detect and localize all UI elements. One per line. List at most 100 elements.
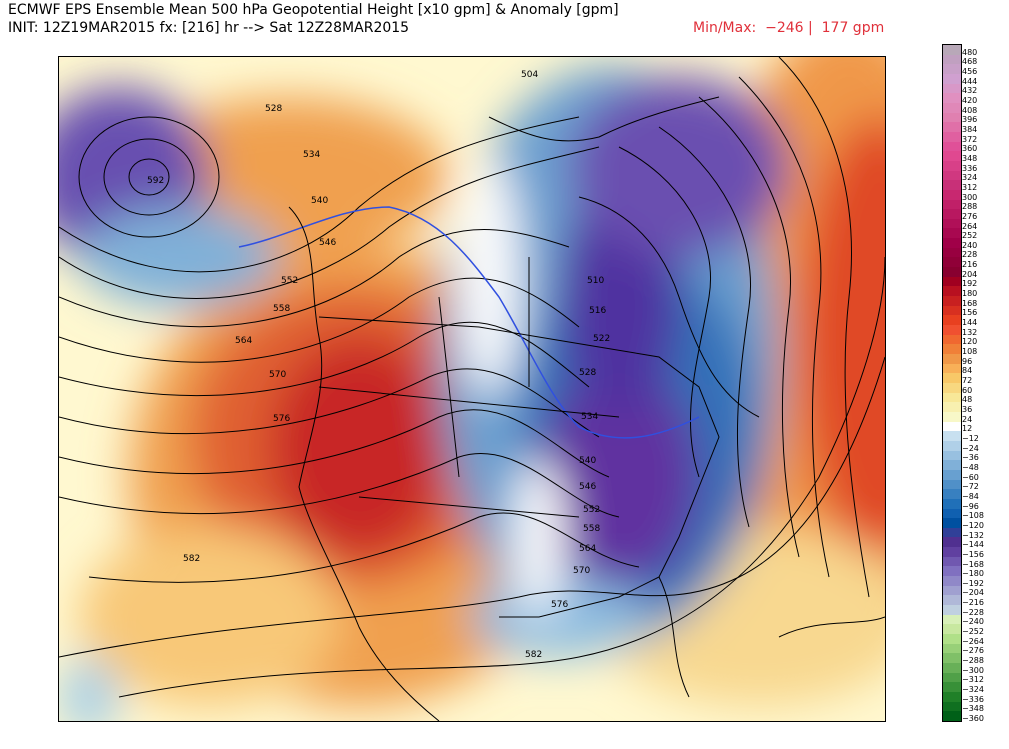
colorbar-tick-label: 144 [962,318,978,328]
contour-label: 540 [579,456,596,466]
contour-label: 564 [579,544,596,554]
colorbar-tick-label: −144 [962,540,984,550]
colorbar-tick-label: 348 [962,153,978,163]
colorbar-tick-label: −24 [962,443,979,453]
colorbar-swatch [943,672,961,683]
colorbar-swatch [943,691,961,702]
contour-label: 528 [265,104,282,114]
colorbar-swatch [943,595,961,606]
colorbar-swatch [943,469,961,480]
colorbar-tick-label: 288 [962,202,978,212]
colorbar-tick-label: 444 [962,76,978,86]
contour-label: 576 [551,600,568,610]
contour-label: 546 [319,238,336,248]
contour-label: 540 [311,196,328,206]
colorbar-tick-label: −36 [962,453,979,463]
colorbar-swatch [943,325,961,335]
colorbar-swatch [943,122,961,132]
reference-contour [238,206,700,439]
anomaly-map: 504 510 516 522 528 534 540 546 552 558 … [58,56,886,722]
colorbar-swatch [943,286,961,297]
colorbar-swatch [943,634,961,644]
colorbar-swatch [943,547,961,557]
colorbar-tick-label: 180 [962,289,978,299]
colorbar-tick-label: 480 [962,47,978,57]
colorbar-tick-label: 240 [962,240,978,250]
colorbar-swatch [943,315,961,326]
colorbar-tick-label: −228 [962,607,984,617]
colorbar-tick-label: −252 [962,627,984,637]
colorbar-swatch [943,112,961,123]
colorbar-swatch [943,431,961,441]
colorbar-swatch [943,209,961,219]
contour-label: 552 [281,276,298,286]
colorbar-swatch [943,498,961,509]
colorbar-tick-label: −204 [962,588,984,598]
colorbar-tick-label: 36 [962,405,973,414]
colorbar-swatch [943,354,961,364]
colorbar-swatch [943,527,961,538]
contour-label: 564 [235,336,252,346]
colorbar-tick-label: 264 [962,221,978,231]
colorbar-tick-label: 336 [962,163,978,173]
contour-label: 534 [303,150,320,160]
colorbar-tick-label: 396 [962,115,978,125]
colorbar-swatch [943,45,961,55]
colorbar-swatch [943,440,961,451]
contour-label: 522 [593,334,610,344]
colorbar-swatch [943,460,961,470]
colorbar-swatch [943,653,961,663]
contour-label: 576 [273,414,290,424]
colorbar-swatch [943,711,961,721]
colorbar-swatch [943,267,961,277]
colorbar-tick-label: 276 [962,211,978,221]
map-canvas: 504 510 516 522 528 534 540 546 552 558 … [59,57,885,721]
colorbar-swatch [943,73,961,84]
colorbar-swatch [943,556,961,567]
colorbar-swatch [943,643,961,654]
colorbar-swatch [943,363,961,374]
colorbar-swatch [943,199,961,210]
colorbar-tick-label: −264 [962,636,984,646]
colorbar-tick-label: 324 [962,173,978,183]
colorbar-swatch [943,334,961,345]
colorbar-tick-label: 84 [962,366,973,376]
colorbar-swatch [943,682,961,692]
colorbar-swatch [943,141,961,152]
colorbar-swatch [943,392,961,403]
contour-label: 504 [521,70,538,80]
colorbar-tick-label: 372 [962,134,978,144]
colorbar-tick-label: 468 [962,57,978,67]
colorbar-tick-label: −300 [962,665,984,675]
colorbar-tick-label: −216 [962,598,984,608]
colorbar-swatch [943,160,961,171]
colorbar-tick-label: 420 [962,95,978,105]
colorbar-tick-label: 192 [962,279,978,289]
colorbar-tick-label: −156 [962,549,984,559]
colorbar-swatch [943,131,961,142]
colorbar-tick-label: 228 [962,250,978,260]
colorbar-swatch [943,518,961,528]
colorbar-tick-label: 132 [962,327,978,337]
colorbar-tick-label: 456 [962,67,978,76]
colorbar-tick-label: 204 [962,269,978,279]
init-time-label: INIT: 12Z19MAR2015 fx: [216] hr --> Sat … [8,20,410,36]
colorbar-tick-label: 360 [962,144,978,154]
colorbar-swatch [943,508,961,519]
colorbar-swatch [943,585,961,596]
colorbar-tick-label: −72 [962,482,979,492]
contour-label: 546 [579,482,596,492]
colorbar-swatch [943,247,961,258]
map-title: ECMWF EPS Ensemble Mean 500 hPa Geopoten… [8,2,619,18]
contour-label: 558 [273,304,290,314]
colorbar-tick-label: −48 [962,462,979,472]
colorbar-swatch [943,614,961,625]
colorbar-swatch [943,479,961,490]
colorbar-tick-label: −288 [962,656,984,666]
colorbar-swatch [943,701,961,712]
coastlines [288,96,885,721]
colorbar-swatch [943,605,961,615]
colorbar-tick-label: −108 [962,511,984,521]
contour-label: 534 [581,412,598,422]
colorbar-swatch [943,102,961,113]
